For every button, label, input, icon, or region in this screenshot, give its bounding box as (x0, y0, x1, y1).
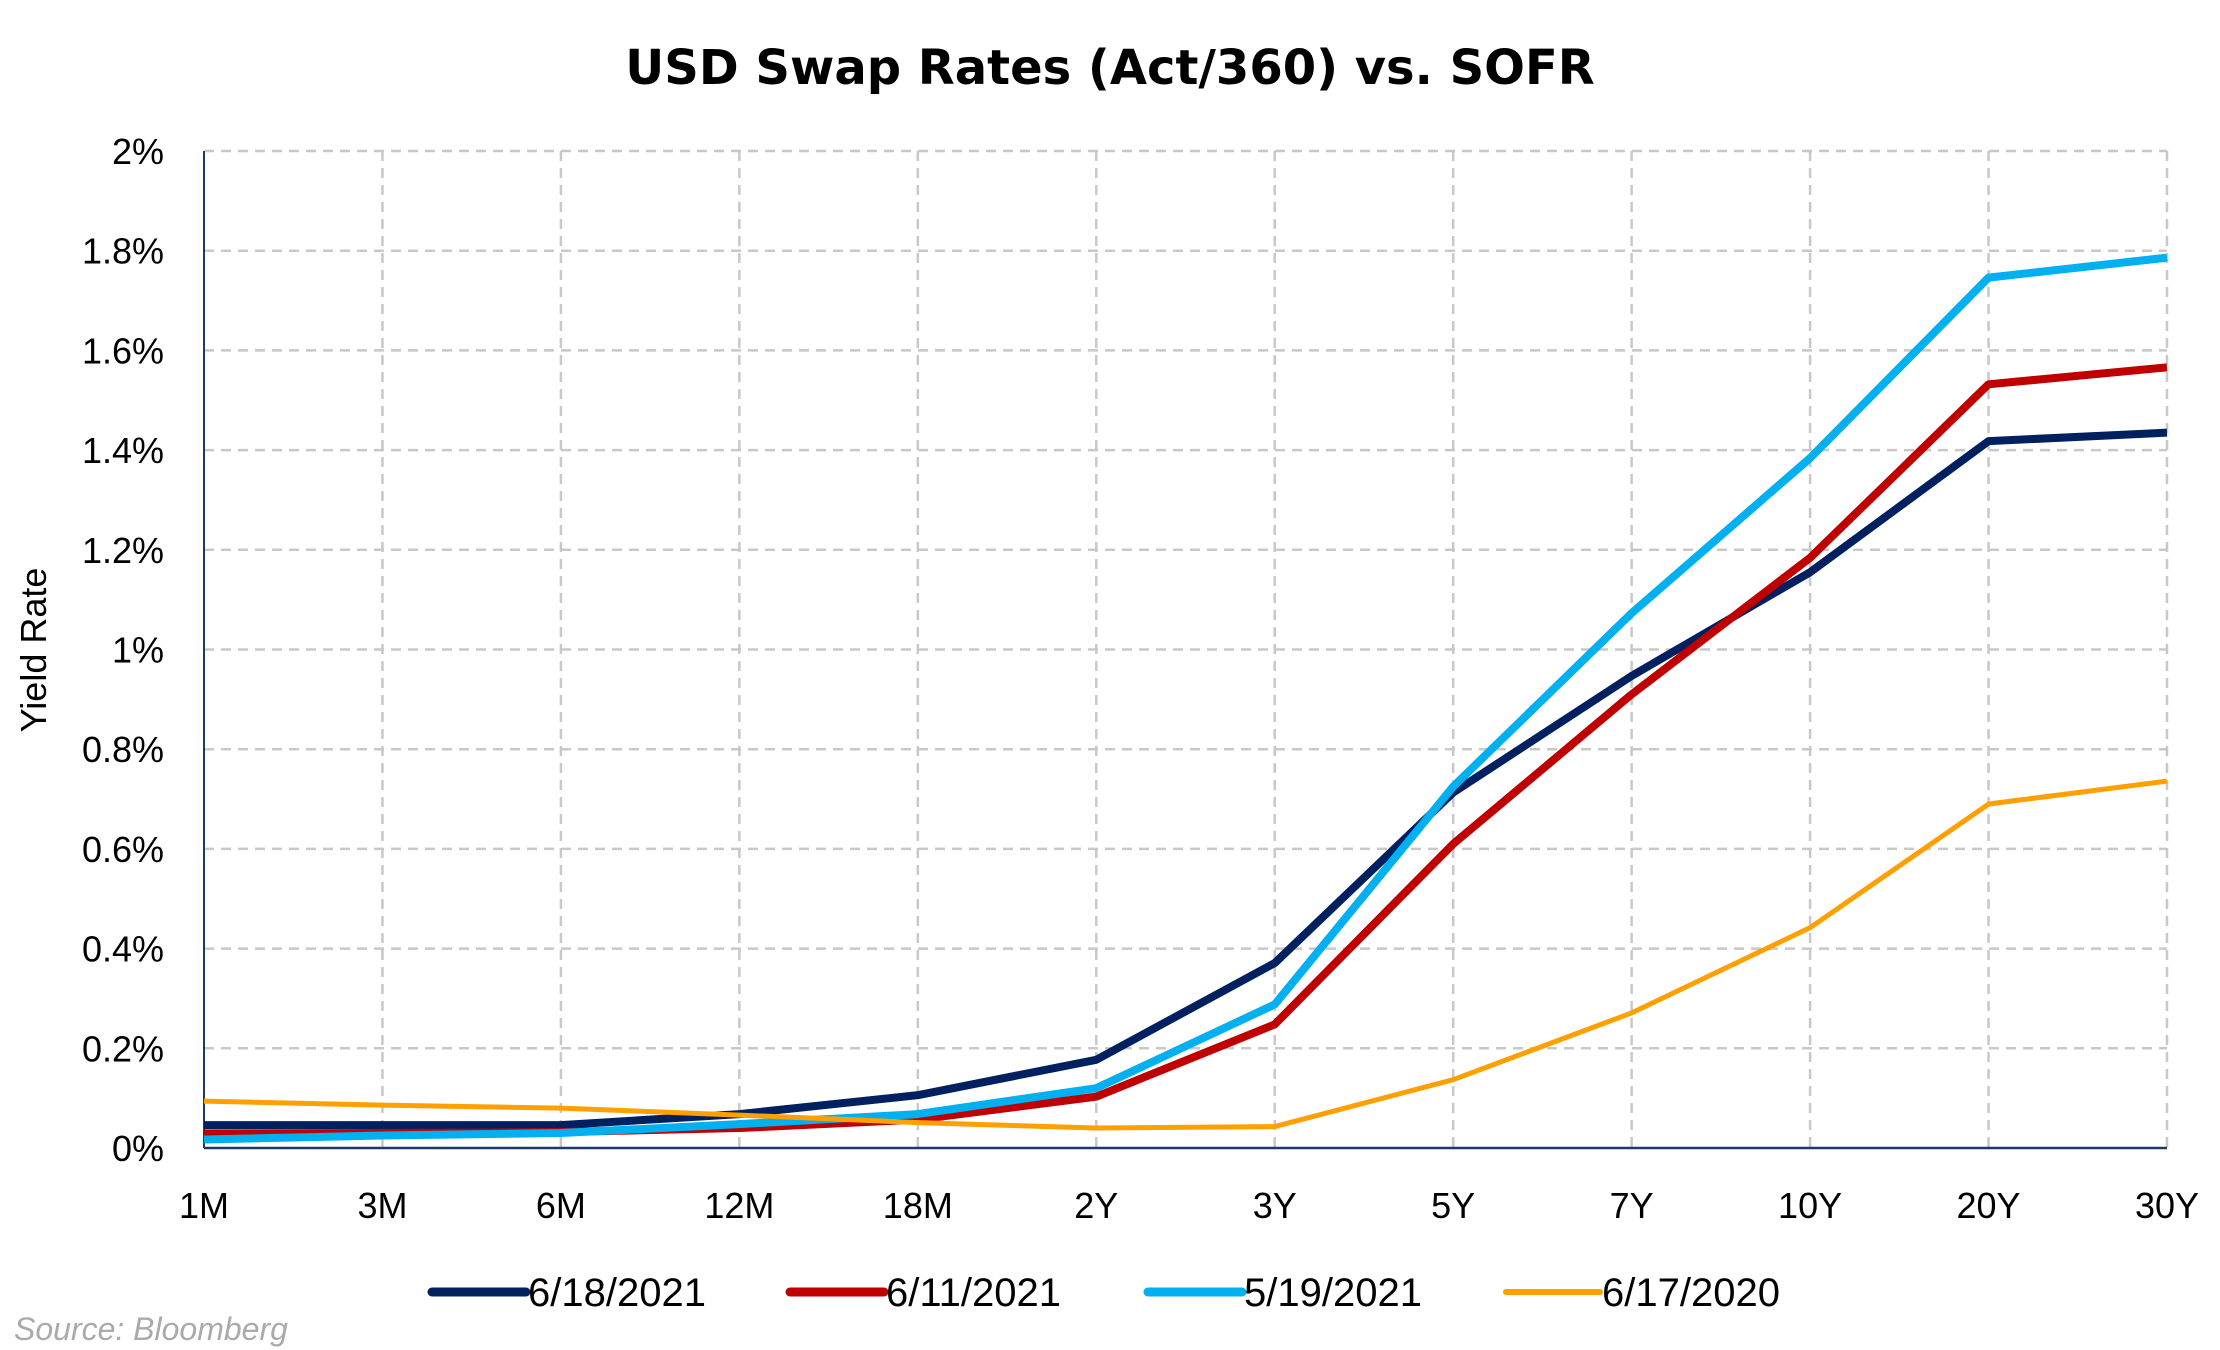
x-tick-label: 30Y (2135, 1185, 2199, 1226)
series-lines (203, 253, 2168, 1144)
y-tick-label: 0.2% (82, 1028, 164, 1069)
x-tick-label: 1M (179, 1185, 229, 1226)
y-tick-label: 1.4% (82, 430, 164, 471)
y-tick-label: 0.8% (82, 729, 164, 770)
legend-label: 6/11/2021 (886, 1271, 1061, 1315)
y-axis-label: Yield Rate (13, 568, 54, 733)
x-tick-label: 6M (536, 1185, 586, 1226)
x-tick-label: 18M (883, 1185, 953, 1226)
legend: 6/18/2021 6/11/2021 5/19/2021 6/17/2020 (427, 1271, 1780, 1315)
y-tick-label: 1.8% (82, 231, 164, 272)
x-tick-label: 2Y (1074, 1185, 1118, 1226)
series-line-5-19-2021 (203, 253, 2168, 1144)
x-tick-label: 12M (704, 1185, 774, 1226)
chart-title: USD Swap Rates (Act/360) vs. SOFR (625, 40, 1594, 96)
grid (204, 149, 2169, 1148)
source-note: Source: Bloomberg (14, 1311, 288, 1347)
legend-label: 5/19/2021 (1244, 1271, 1422, 1315)
y-axis: 0% 0.2% 0.4% 0.6% 0.8% 1% 1.2% 1.4% 1.6% 1.8% 2% (82, 131, 205, 1169)
y-tick-label: 0.6% (82, 829, 164, 870)
series-line-6-17-2020 (203, 778, 2168, 1131)
x-axis: 1M 3M 6M 12M 18M 2Y 3Y 5Y 7Y 10Y 20Y 30Y (179, 1146, 2199, 1226)
series-line-6-18-2021 (204, 428, 2168, 1130)
y-tick-label: 1.6% (82, 330, 164, 371)
y-tick-label: 1.2% (82, 530, 164, 571)
legend-label: 6/18/2021 (528, 1271, 706, 1315)
x-tick-label: 3Y (1253, 1185, 1297, 1226)
x-tick-label: 3M (357, 1185, 407, 1226)
x-tick-label: 7Y (1610, 1185, 1654, 1226)
y-tick-label: 0.4% (82, 929, 164, 970)
y-tick-label: 2% (112, 131, 164, 172)
x-tick-label: 5Y (1431, 1185, 1475, 1226)
y-tick-label: 0% (112, 1128, 164, 1169)
legend-label: 6/17/2020 (1602, 1271, 1780, 1315)
x-tick-label: 20Y (1957, 1185, 2021, 1226)
x-tick-label: 10Y (1778, 1185, 1842, 1226)
y-tick-label: 1% (112, 630, 164, 671)
